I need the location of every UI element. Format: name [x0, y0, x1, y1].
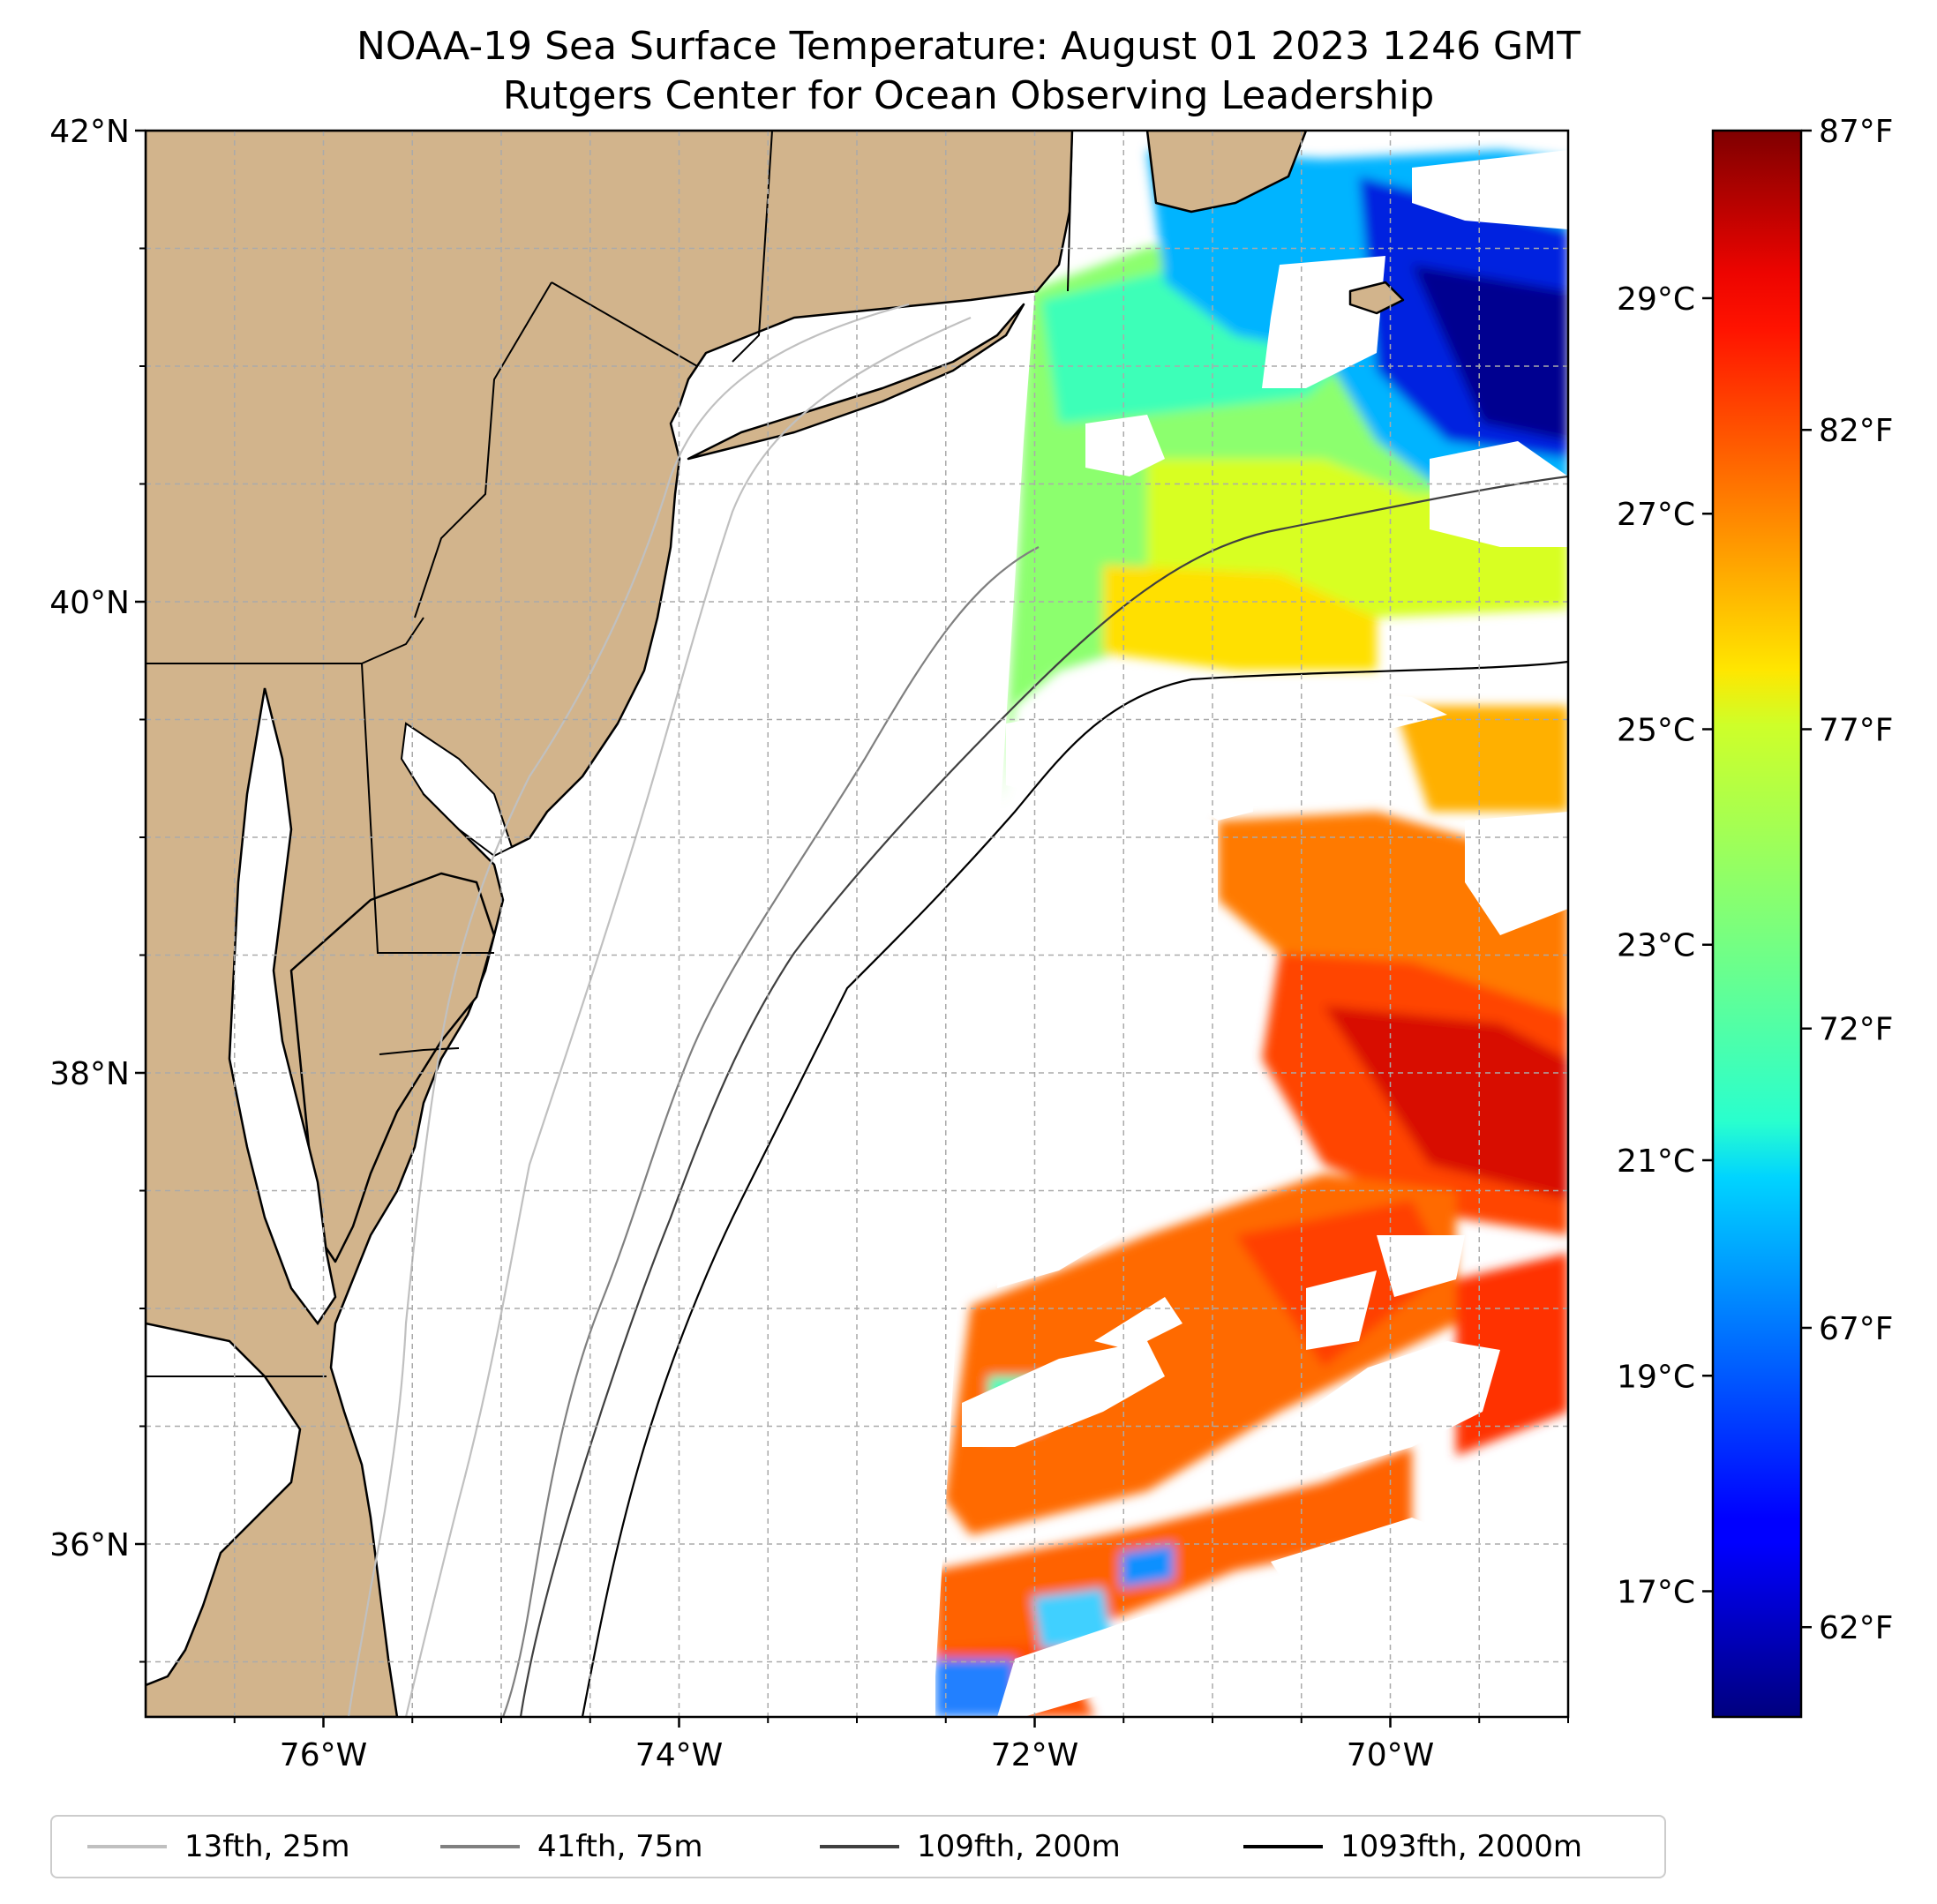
legend-label: 1093fth, 2000m	[1340, 1829, 1583, 1864]
chart-title: NOAA-19 Sea Surface Temperature: August …	[357, 24, 1580, 69]
colorbar-celsius-axis: 29°C 27°C 25°C 23°C 21°C 19°C 17°C	[1617, 281, 1713, 1611]
pamlico-sound	[146, 1322, 302, 1687]
isobath-25m	[347, 303, 910, 1717]
colorbar-f-label: 72°F	[1819, 1012, 1894, 1048]
lat-tick-label: 36°N	[49, 1527, 130, 1563]
legend-item: 109fth, 200m	[820, 1817, 1121, 1877]
legend-swatch-2000m	[1243, 1845, 1323, 1848]
sst-field	[935, 150, 1568, 1717]
colorbar-c-label: 29°C	[1617, 281, 1695, 318]
colorbar-fahrenheit-axis: 87°F 82°F 77°F 72°F 67°F 62°F	[1801, 114, 1894, 1646]
isobath-2000m	[581, 660, 1568, 1717]
lon-tick-label: 76°W	[280, 1737, 367, 1773]
lat-tick-label: 40°N	[49, 585, 130, 621]
legend-swatch-25m	[87, 1845, 167, 1848]
lon-axis: 76°W 74°W 72°W 70°W	[280, 1717, 1434, 1773]
chart-subtitle: Rutgers Center for Ocean Observing Leade…	[502, 73, 1435, 118]
colorbar-f-label: 87°F	[1819, 114, 1894, 150]
colorbar-c-label: 27°C	[1617, 497, 1695, 533]
colorbar	[1711, 129, 1803, 1719]
colorbar-c-label: 23°C	[1617, 928, 1695, 964]
legend-item: 13fth, 25m	[87, 1817, 350, 1877]
colorbar-c-label: 25°C	[1617, 712, 1695, 748]
minor-ticks	[139, 130, 1569, 1723]
isobath-25m-outer	[404, 316, 972, 1717]
legend-label: 109fth, 200m	[917, 1829, 1121, 1864]
legend-item: 41fth, 75m	[440, 1817, 703, 1877]
colorbar-c-label: 19°C	[1617, 1359, 1695, 1395]
isobaths	[347, 303, 1568, 1717]
lat-tick-label: 38°N	[49, 1056, 130, 1092]
legend-label: 41fth, 75m	[537, 1829, 703, 1864]
lon-tick-label: 74°W	[635, 1737, 723, 1773]
colorbar-c-label: 21°C	[1617, 1143, 1695, 1180]
colorbar-f-label: 77°F	[1819, 712, 1894, 748]
colorbar-f-label: 82°F	[1819, 413, 1894, 449]
lon-tick-label: 72°W	[991, 1737, 1078, 1773]
isobath-75m	[501, 546, 1040, 1717]
lon-tick-label: 70°W	[1347, 1737, 1434, 1773]
legend-item: 1093fth, 2000m	[1243, 1817, 1582, 1877]
legend-label: 13fth, 25m	[184, 1829, 350, 1864]
legend-swatch-75m	[440, 1845, 520, 1848]
lat-tick-label: 42°N	[49, 114, 130, 150]
colorbar-c-label: 17°C	[1617, 1575, 1695, 1611]
isobath-200m	[519, 475, 1568, 1717]
colorbar-f-label: 62°F	[1819, 1610, 1894, 1646]
colorbar-f-label: 67°F	[1819, 1311, 1894, 1347]
lat-axis: 42°N 40°N 38°N 36°N	[49, 114, 146, 1563]
isobath-legend: 13fth, 25m 41fth, 75m 109fth, 200m 1093f…	[50, 1815, 1666, 1878]
state-borders	[146, 131, 1073, 1377]
legend-swatch-200m	[820, 1845, 899, 1848]
gridlines	[146, 131, 1568, 1717]
